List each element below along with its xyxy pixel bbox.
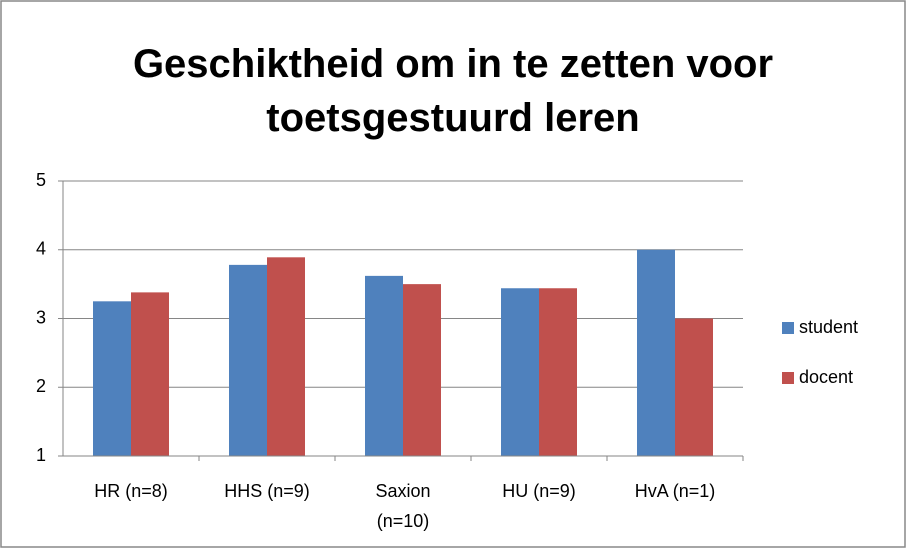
legend-swatch bbox=[782, 322, 794, 334]
x-tick-label: HR (n=8) bbox=[94, 481, 168, 501]
x-tick-label: HHS (n=9) bbox=[224, 481, 310, 501]
x-tick-label: HvA (n=1) bbox=[635, 481, 716, 501]
bar bbox=[637, 249, 675, 456]
bar bbox=[131, 292, 169, 456]
bar bbox=[675, 318, 713, 456]
bar bbox=[229, 264, 267, 456]
bar bbox=[93, 301, 131, 456]
bar bbox=[403, 284, 441, 456]
bar bbox=[501, 288, 539, 456]
legend-label: docent bbox=[799, 367, 853, 387]
legend-label: student bbox=[799, 317, 858, 337]
bar bbox=[539, 288, 577, 456]
legend-swatch bbox=[782, 372, 794, 384]
y-tick-label: 3 bbox=[36, 307, 46, 327]
x-tick-label: HU (n=9) bbox=[502, 481, 576, 501]
y-tick-label: 5 bbox=[36, 170, 46, 190]
y-tick-label: 2 bbox=[36, 376, 46, 396]
y-tick-label: 1 bbox=[36, 445, 46, 465]
chart-title: Geschiktheid om in te zetten voor toetsge… bbox=[133, 42, 773, 140]
y-tick-label: 4 bbox=[36, 239, 46, 259]
x-tick-label: Saxion (n=10) bbox=[375, 481, 430, 531]
bar bbox=[267, 257, 305, 456]
bar bbox=[365, 275, 403, 456]
